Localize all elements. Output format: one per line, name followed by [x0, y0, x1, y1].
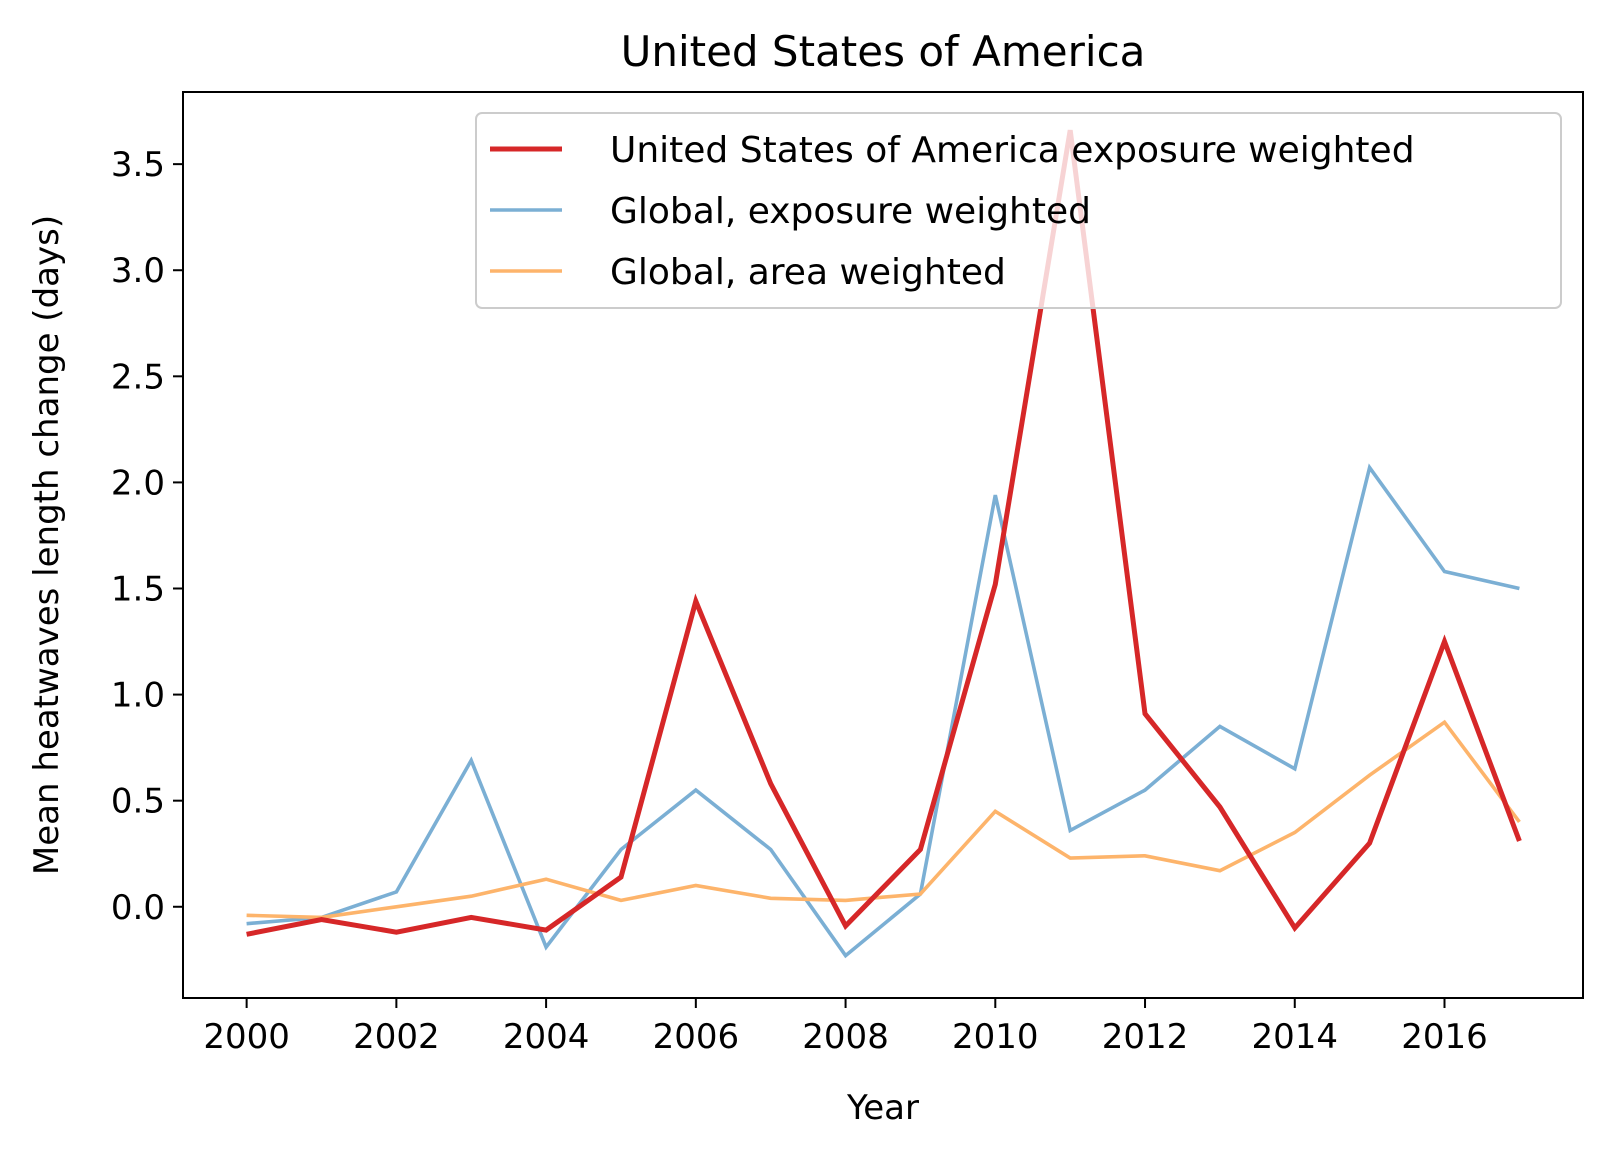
x-tick-label: 2008 — [802, 1017, 889, 1057]
y-axis-ticks: 0.0 0.5 1.0 1.5 2.0 2.5 3.0 3.5 — [111, 145, 183, 928]
y-tick-label: 0.5 — [111, 782, 165, 822]
legend-label-2: Global, exposure weighted — [610, 191, 1091, 232]
y-axis-label: Mean heatwaves length change (days) — [27, 215, 67, 875]
x-axis-ticks: 2000 2002 2004 2006 2008 2010 2012 2014 2016 — [203, 998, 1488, 1057]
y-tick-label: 0.0 — [111, 888, 165, 928]
legend-label-1: United States of America exposure weight… — [610, 130, 1415, 171]
y-tick-label: 2.5 — [111, 357, 165, 397]
x-tick-label: 2000 — [203, 1017, 290, 1057]
x-tick-label: 2014 — [1251, 1017, 1338, 1057]
series-line-1 — [246, 129, 1522, 937]
legend: United States of America exposure weight… — [475, 112, 1562, 309]
y-tick-label: 1.0 — [111, 676, 165, 716]
y-tick-label: 2.0 — [111, 463, 165, 503]
legend-box — [475, 112, 1562, 309]
x-tick-label: 2002 — [353, 1017, 440, 1057]
y-tick-label: 3.0 — [111, 251, 165, 291]
y-tick-label: 1.5 — [111, 569, 165, 609]
series-line-3 — [246, 719, 1521, 920]
x-tick-label: 2016 — [1401, 1017, 1488, 1057]
plot-frame — [182, 91, 1584, 999]
x-tick-label: 2012 — [1102, 1017, 1189, 1057]
x-axis-label: Year — [846, 1088, 919, 1128]
x-tick-label: 2004 — [503, 1017, 590, 1057]
chart-title: United States of America — [621, 27, 1146, 76]
x-tick-label: 2010 — [952, 1017, 1039, 1057]
series-group — [246, 129, 1522, 959]
legend-label-3: Global, area weighted — [610, 252, 1006, 293]
series-line-2 — [246, 463, 1520, 959]
x-tick-label: 2006 — [653, 1017, 740, 1057]
y-tick-label: 3.5 — [111, 145, 165, 185]
